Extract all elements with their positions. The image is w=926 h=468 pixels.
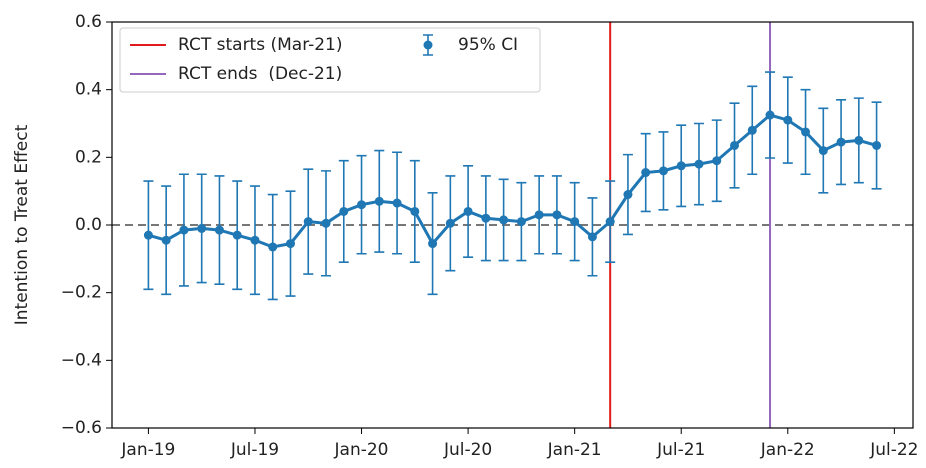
y-tick-label: 0.4 [75,80,102,100]
data-point [392,198,402,208]
data-point [818,146,828,156]
data-point [374,196,384,206]
data-point [339,206,349,216]
legend-label: RCT ends (Dec-21) [178,64,342,84]
data-point [587,232,597,242]
data-point [428,239,438,249]
data-point [872,140,882,150]
x-tick-label: Jul-21 [656,440,705,460]
series-line [147,113,878,249]
data-point [179,225,189,235]
data-point [783,115,793,125]
data-point [499,215,509,225]
data-point [268,242,278,252]
x-tick-label: Jan-22 [760,440,815,460]
legend-box [119,27,541,93]
data-point [161,235,171,245]
data-point [481,213,491,223]
data-point [303,217,313,227]
data-point [410,206,420,216]
data-point [765,110,775,120]
data-point [854,135,864,145]
legend-swatch [423,40,433,50]
legend-label: RCT starts (Mar-21) [178,35,343,55]
data-point [197,223,207,233]
data-point [658,166,668,176]
x-tick-label: Jan-19 [120,440,175,460]
data-point [605,217,615,227]
plot-frame [111,21,914,429]
data-point [250,235,260,245]
data-point [285,239,295,249]
x-tick-label: Jul-20 [443,440,492,460]
data-point [712,156,722,166]
y-tick-label: −0.6 [61,418,102,438]
data-point [463,206,473,216]
x-tick-label: Jan-21 [547,440,602,460]
y-tick-label: 0.0 [75,215,102,235]
data-point [623,190,633,200]
y-tick-label: 0.2 [75,147,102,167]
data-point [143,230,153,240]
data-point [676,161,686,171]
y-tick-label: 0.6 [75,12,102,32]
y-tick-label: −0.2 [61,283,102,303]
data-point [321,218,331,228]
data-point [534,210,544,220]
y-tick-label: −0.4 [61,350,102,370]
data-point [801,127,811,137]
data-point [641,168,651,178]
data-point [570,217,580,227]
legend-label: 95% CI [458,35,518,55]
x-tick-label: Jul-19 [230,440,279,460]
data-point [516,217,526,227]
data-point [214,225,224,235]
y-axis-label: Intention to Treat Effect [12,124,32,325]
data-point [357,200,367,210]
data-point [730,140,740,150]
x-tick-label: Jul-22 [869,440,918,460]
data-point [445,218,455,228]
data-point [232,230,242,240]
data-point [747,125,757,135]
data-point [836,137,846,147]
data-point [552,210,562,220]
x-tick-label: Jan-20 [334,440,389,460]
data-point [694,159,704,169]
